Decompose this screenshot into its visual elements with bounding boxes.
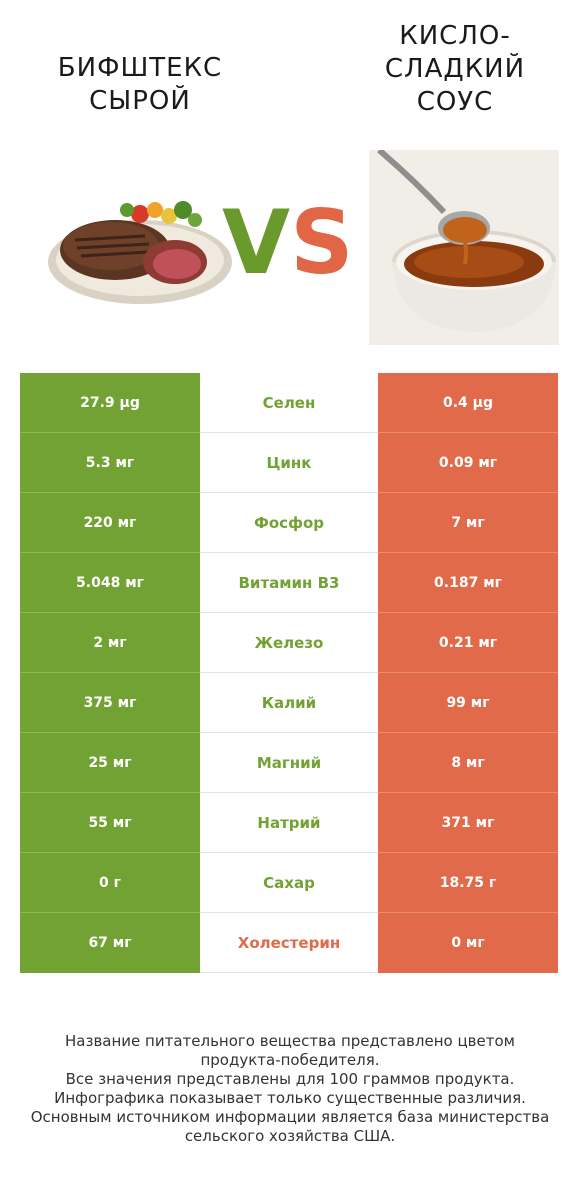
table-row: 375 мг Калий 99 мг bbox=[20, 673, 558, 733]
left-value: 220 мг bbox=[20, 493, 200, 553]
nutrient-name: Сахар bbox=[200, 853, 378, 913]
nutrient-name: Фосфор bbox=[200, 493, 378, 553]
vs-label: VS bbox=[222, 196, 354, 290]
left-value: 27.9 µg bbox=[20, 373, 200, 433]
right-value: 8 мг bbox=[378, 733, 558, 793]
vs-s: S bbox=[290, 191, 354, 294]
left-value: 5.048 мг bbox=[20, 553, 200, 613]
steak-image bbox=[48, 201, 232, 304]
right-value: 0.21 мг bbox=[378, 613, 558, 673]
nutrient-name: Натрий bbox=[200, 793, 378, 853]
left-value: 375 мг bbox=[20, 673, 200, 733]
product-right-title: КИСЛО- СЛАДКИЙ СОУС bbox=[384, 21, 526, 117]
right-value: 0.4 µg bbox=[378, 373, 558, 433]
table-row: 220 мг Фосфор 7 мг bbox=[20, 493, 558, 553]
table-row: 5.3 мг Цинк 0.09 мг bbox=[20, 433, 558, 493]
left-value: 55 мг bbox=[20, 793, 200, 853]
footnote: Название питательного вещества представл… bbox=[30, 1032, 550, 1145]
table-row: 2 мг Железо 0.21 мг bbox=[20, 613, 558, 673]
right-value: 7 мг bbox=[378, 493, 558, 553]
comparison-table: 27.9 µg Селен 0.4 µg 5.3 мг Цинк 0.09 мг 220 м… bbox=[20, 373, 558, 973]
left-value: 5.3 мг bbox=[20, 433, 200, 493]
nutrient-name: Витамин B3 bbox=[200, 553, 378, 613]
right-value: 371 мг bbox=[378, 793, 558, 853]
table-row: 25 мг Магний 8 мг bbox=[20, 733, 558, 793]
nutrient-name: Холестерин bbox=[200, 913, 378, 973]
nutrient-name: Железо bbox=[200, 613, 378, 673]
nutrient-name: Калий bbox=[200, 673, 378, 733]
nutrient-name: Магний bbox=[200, 733, 378, 793]
table-row: 5.048 мг Витамин B3 0.187 мг bbox=[20, 553, 558, 613]
left-value: 25 мг bbox=[20, 733, 200, 793]
table-row: 0 г Сахар 18.75 г bbox=[20, 853, 558, 913]
nutrient-name: Селен bbox=[200, 373, 378, 433]
table-row: 27.9 µg Селен 0.4 µg bbox=[20, 373, 558, 433]
right-value: 99 мг bbox=[378, 673, 558, 733]
left-value: 0 г bbox=[20, 853, 200, 913]
right-value: 0.187 мг bbox=[378, 553, 558, 613]
vs-v: V bbox=[222, 191, 291, 294]
right-value: 18.75 г bbox=[378, 853, 558, 913]
right-value: 0.09 мг bbox=[378, 433, 558, 493]
table-row: 67 мг Холестерин 0 мг bbox=[20, 913, 558, 973]
right-value: 0 мг bbox=[378, 913, 558, 973]
product-left-title: БИФШТЕКС СЫРОЙ bbox=[57, 53, 223, 116]
left-value: 2 мг bbox=[20, 613, 200, 673]
left-value: 67 мг bbox=[20, 913, 200, 973]
sauce-image bbox=[369, 150, 559, 345]
nutrient-name: Цинк bbox=[200, 433, 378, 493]
table-row: 55 мг Натрий 371 мг bbox=[20, 793, 558, 853]
